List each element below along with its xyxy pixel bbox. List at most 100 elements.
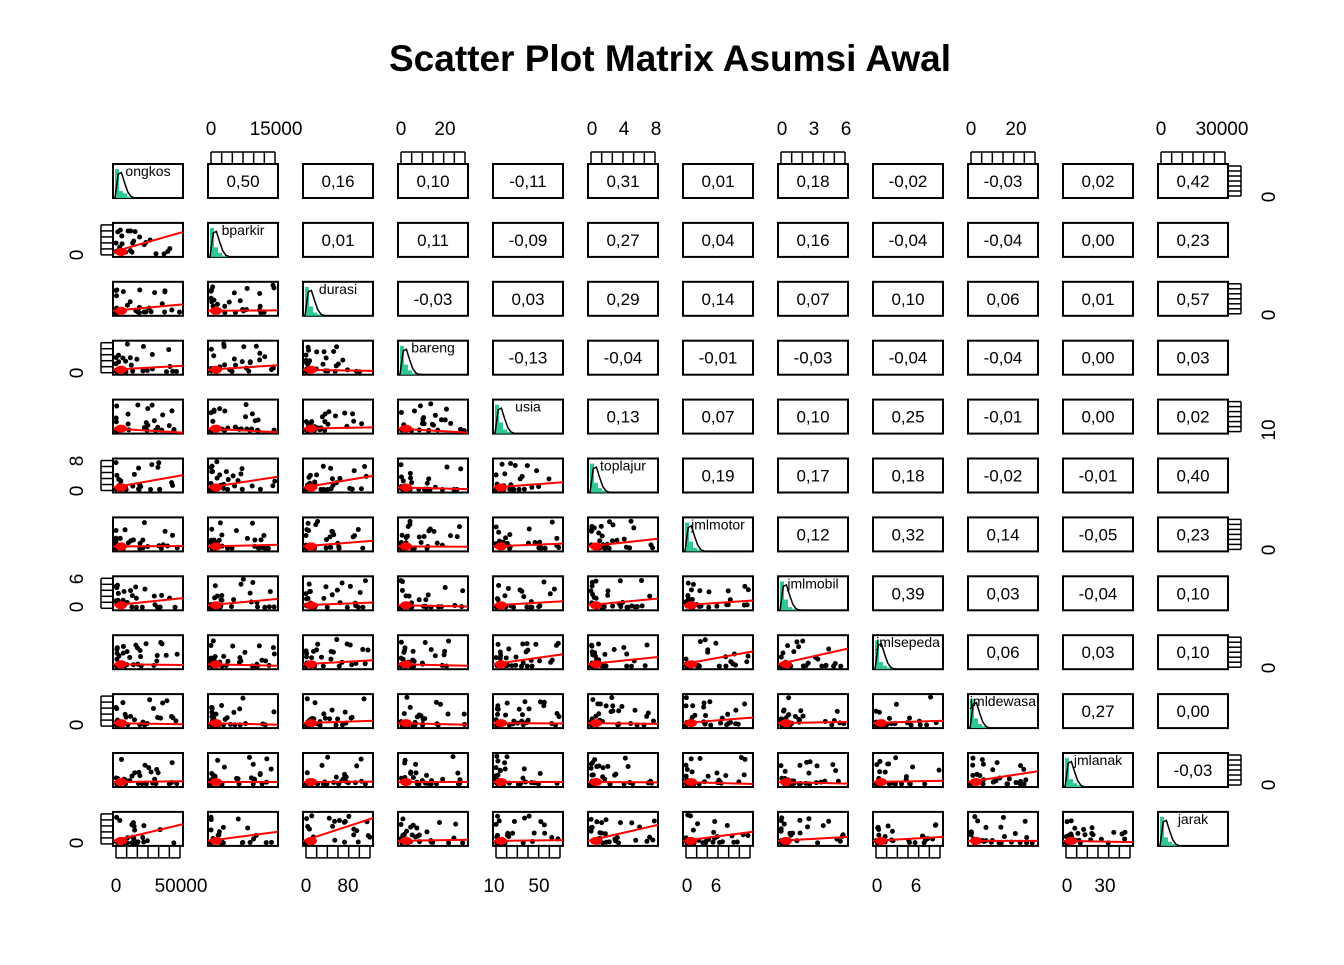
data-point [399, 640, 404, 645]
data-point [258, 487, 263, 492]
panel-jarak-toplajur [588, 812, 658, 846]
panel-ongkos-jmldewasa: -0,03 [968, 164, 1038, 198]
data-point [210, 419, 215, 424]
data-point [1001, 815, 1006, 820]
histogram-bar [594, 483, 598, 493]
data-point [708, 723, 713, 728]
data-point [209, 288, 214, 293]
data-point [725, 712, 730, 717]
data-point [922, 782, 927, 787]
correlation-value: 0,07 [796, 290, 829, 309]
correlation-value: 0,03 [511, 290, 544, 309]
data-point [417, 597, 422, 602]
data-point [429, 647, 434, 652]
data-point [366, 833, 371, 838]
data-point [643, 663, 648, 668]
data-point [131, 820, 136, 825]
data-point [232, 290, 237, 295]
data-point [333, 413, 338, 418]
data-point [444, 407, 449, 412]
histogram-bar [1073, 783, 1077, 787]
data-point [211, 638, 216, 643]
data-point [590, 825, 595, 830]
data-point [838, 839, 843, 844]
data-point [250, 484, 255, 489]
correlation-value: 0,23 [1176, 525, 1209, 544]
data-point [815, 763, 820, 768]
data-point [411, 775, 416, 780]
data-point [513, 663, 518, 668]
data-point [402, 711, 407, 716]
data-point [425, 481, 430, 486]
data-point [313, 700, 318, 705]
data-point [697, 588, 702, 593]
panel-bparkir-jmldewasa: -0,04 [968, 223, 1038, 257]
data-point [526, 718, 531, 723]
data-point [498, 768, 503, 773]
data-point [826, 819, 831, 824]
data-point [309, 419, 314, 424]
panel-usia-jmldewasa: -0,01 [968, 400, 1038, 434]
panel-durasi-ongkos [113, 282, 183, 316]
data-point [783, 769, 788, 774]
data-point [254, 344, 259, 349]
panel-jmlsepeda-usia [493, 635, 563, 669]
tick-label: 50 [528, 876, 549, 897]
panel-toplajur-durasi [303, 459, 373, 493]
data-point [733, 721, 738, 726]
correlation-value: 0,57 [1176, 290, 1209, 309]
panel-bparkir-jmlmotor: 0,04 [683, 223, 753, 257]
histogram-bar [313, 313, 317, 316]
data-point [633, 604, 638, 609]
panel-jmldewasa-jmldewasa: jmldewasa [968, 693, 1038, 728]
data-point [455, 534, 460, 539]
histogram-bar [788, 607, 792, 610]
correlation-value: 0,17 [796, 467, 829, 486]
data-point [446, 639, 451, 644]
data-point [509, 487, 514, 492]
data-point [311, 649, 316, 654]
histogram-bar [693, 548, 697, 552]
data-point [1013, 780, 1018, 785]
data-point [907, 716, 912, 721]
correlation-value: 0,14 [986, 525, 1019, 544]
data-point [494, 525, 499, 530]
data-point [129, 363, 134, 368]
correlation-value: 0,18 [891, 467, 924, 486]
data-point [460, 840, 465, 845]
data-point [152, 594, 157, 599]
data-point [937, 768, 942, 773]
correlation-value: 0,00 [1081, 231, 1114, 250]
data-point [537, 658, 542, 663]
data-point [745, 602, 750, 607]
panel-toplajur-jmldewasa: -0,02 [968, 459, 1038, 493]
data-point [156, 770, 161, 775]
data-point [404, 593, 409, 598]
variable-label: durasi [319, 281, 357, 297]
data-point [970, 773, 975, 778]
data-point [1075, 831, 1080, 836]
panel-ongkos-jmlmobil: 0,18 [778, 164, 848, 198]
data-point [518, 587, 523, 592]
fit-line [113, 664, 183, 665]
data-point [304, 596, 309, 601]
tick-label: 0 [301, 876, 312, 897]
panel-bareng-bareng: bareng [398, 340, 468, 375]
data-point [269, 840, 274, 845]
data-point [219, 593, 224, 598]
data-point [328, 657, 333, 662]
data-point [306, 345, 311, 350]
data-point [528, 605, 533, 610]
panel-jmlanak-toplajur [588, 753, 658, 787]
data-point [520, 474, 525, 479]
data-point [134, 605, 139, 610]
tick-label: 0 [67, 250, 88, 261]
panel-ongkos-ongkos: ongkos [113, 163, 183, 198]
data-point [453, 822, 458, 827]
data-point [990, 767, 995, 772]
histogram-bar [309, 306, 313, 315]
data-point [258, 772, 263, 777]
